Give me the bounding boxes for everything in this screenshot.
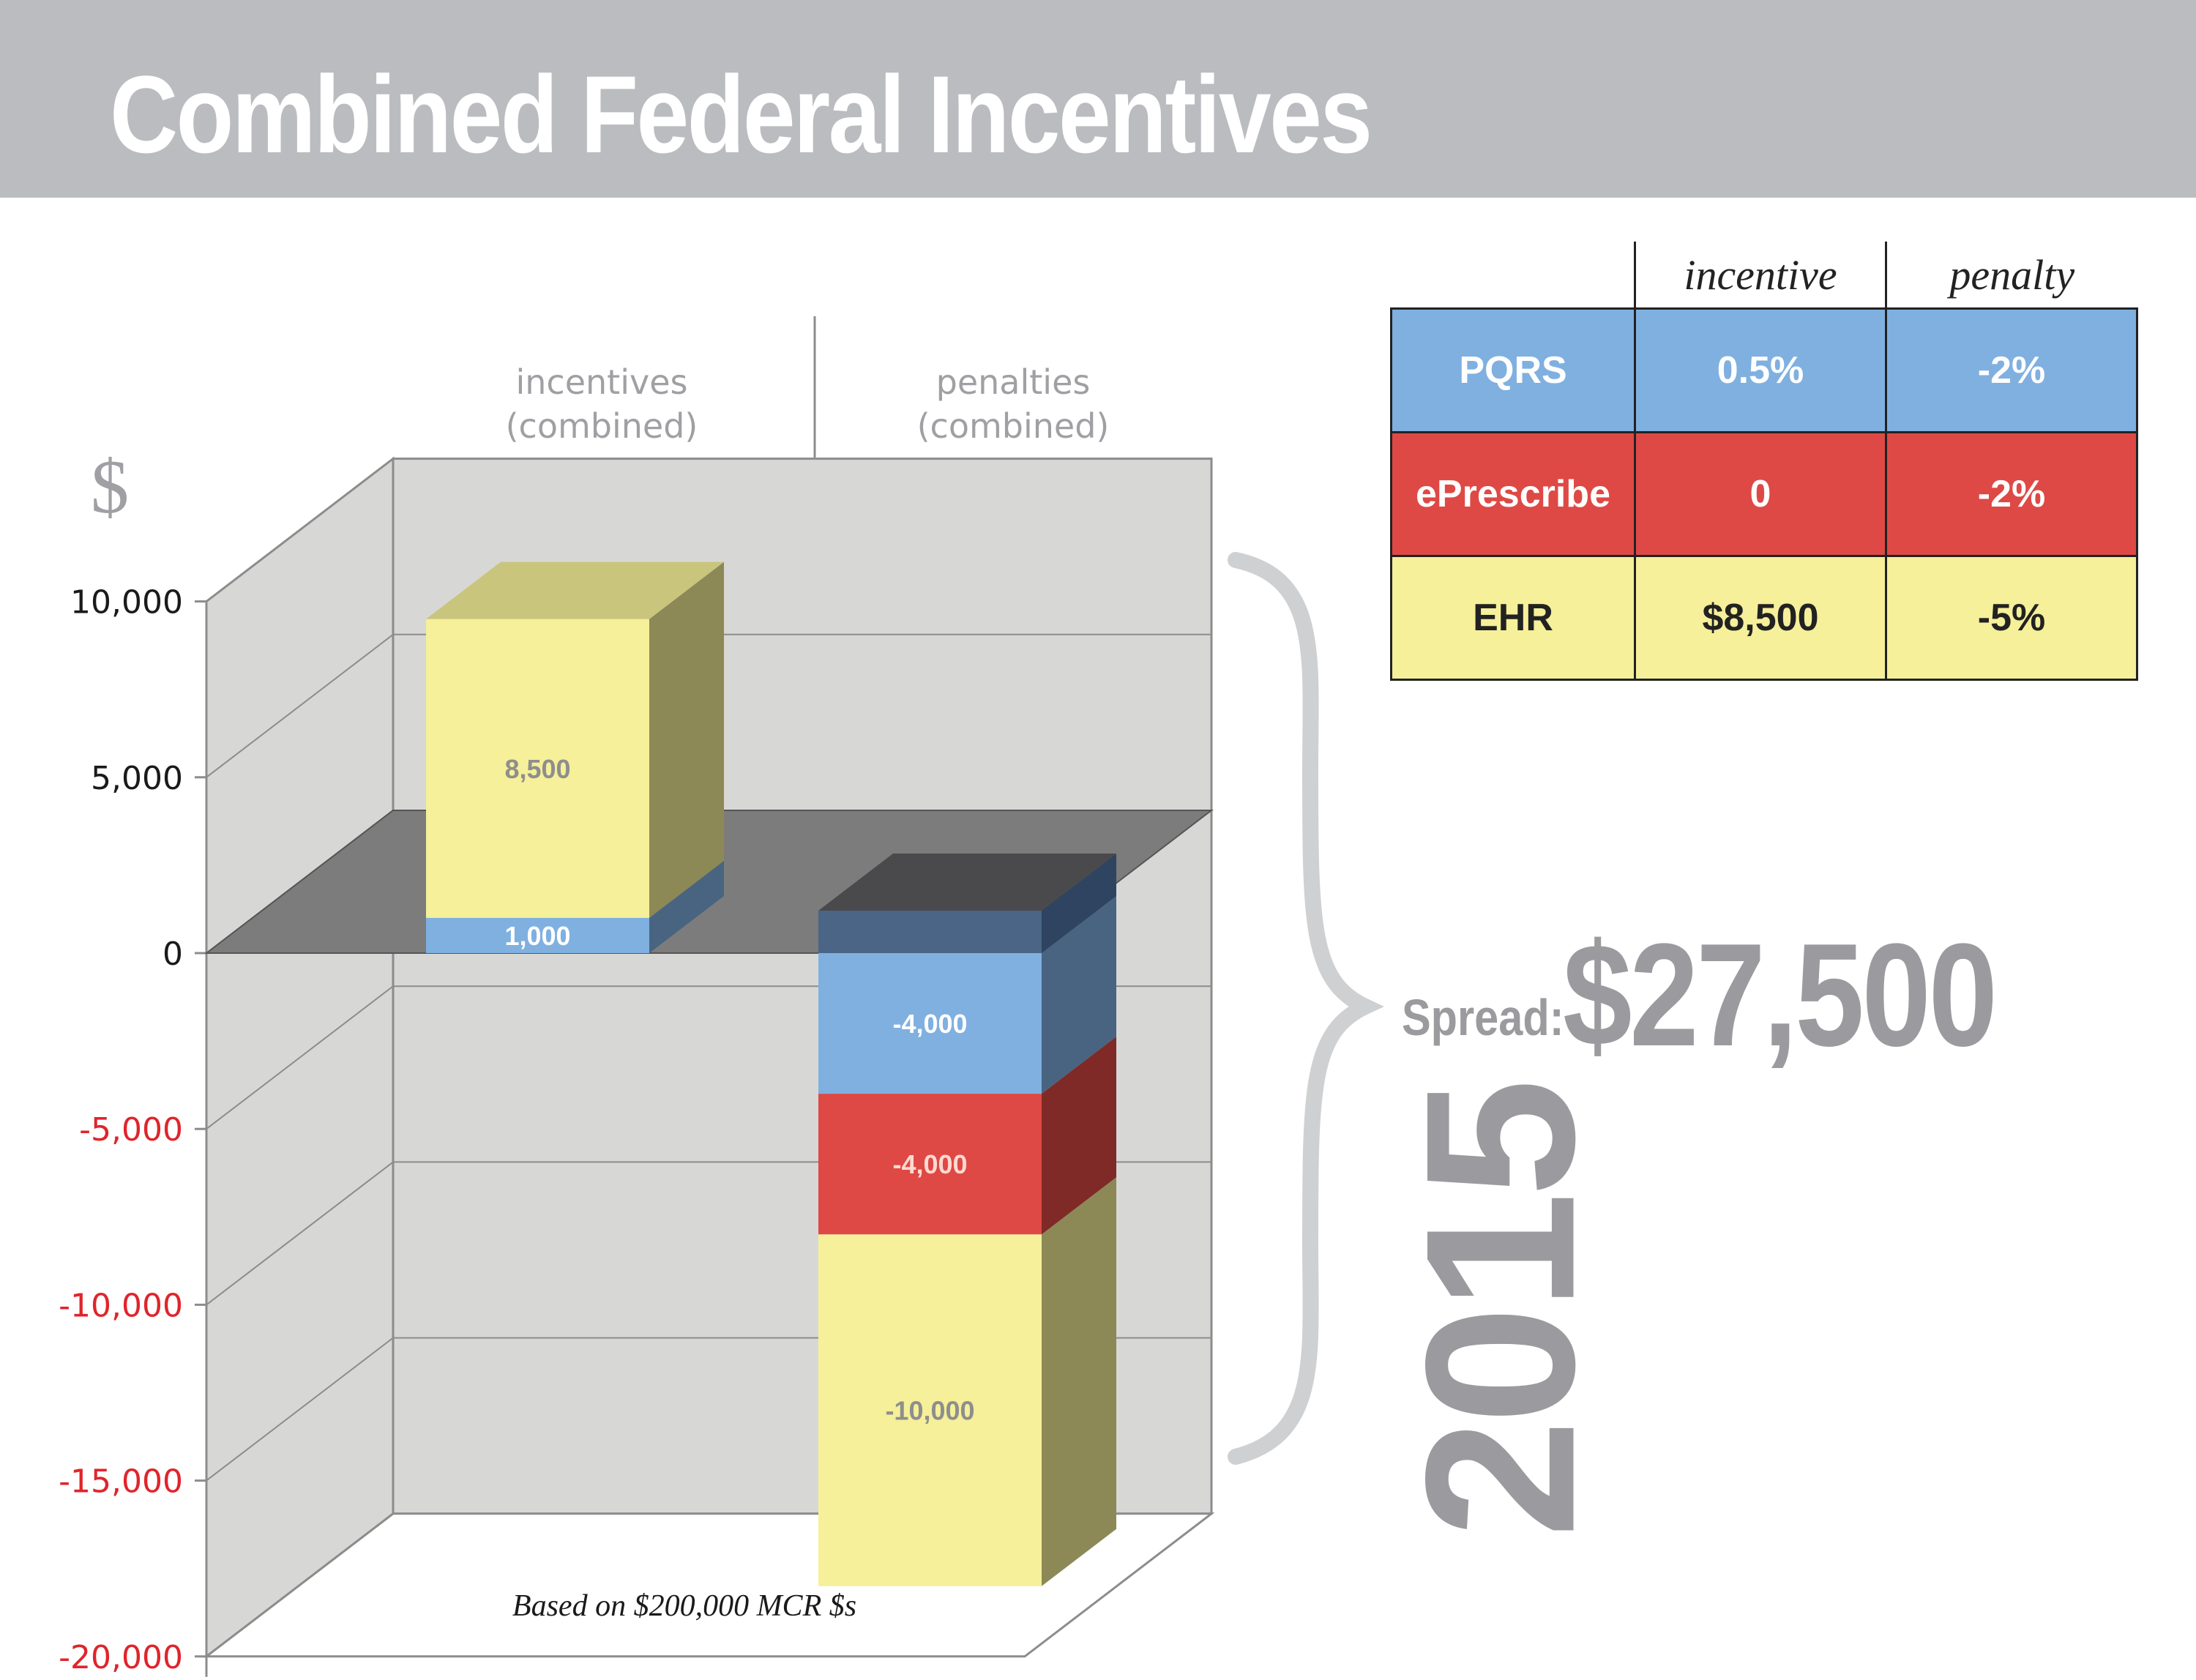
y-tick-label: 5,000 xyxy=(91,760,183,797)
row-name: EHR xyxy=(1390,555,1636,681)
x-category-label: incentives xyxy=(516,362,688,402)
bar-segment xyxy=(426,619,649,918)
incentive-penalty-table: incentive penalty PQRS 0.5% -2% ePrescri… xyxy=(1390,242,2138,681)
row-incentive: $8,500 xyxy=(1634,555,1887,681)
y-tick-label: 10,000 xyxy=(70,584,183,621)
chart-body: 10,000 5,000 0 -5,000 -10,000 -15,000 -20,000 i… xyxy=(59,316,1384,1677)
bar-segment-side xyxy=(649,860,724,953)
row-incentive: 0.5% xyxy=(1634,307,1887,433)
row-penalty: -5% xyxy=(1885,555,2138,681)
curly-brace xyxy=(1228,552,1384,1465)
bar-data-label: 1,000 xyxy=(504,921,570,951)
bar-data-label: -4,000 xyxy=(892,1009,967,1039)
y-tick-label: -5,000 xyxy=(79,1111,183,1149)
bar-data-label: -4,000 xyxy=(892,1149,967,1179)
table-header-incentive: incentive xyxy=(1634,242,1886,309)
table-header-blank xyxy=(1392,242,1635,309)
row-penalty: -2% xyxy=(1885,307,2138,433)
bar-segment xyxy=(818,953,1042,1094)
bar-top-band-side xyxy=(1042,854,1116,953)
table-row: ePrescribe 0 -2% xyxy=(1390,431,2138,557)
bar-top-face xyxy=(818,854,1116,911)
x-category-label: (combined) xyxy=(506,406,698,446)
y-tick-label: -20,000 xyxy=(59,1639,183,1676)
title-bar: Combined Federal Incentives xyxy=(0,0,2196,198)
table-row: EHR $8,500 -5% xyxy=(1390,555,2138,681)
row-name: PQRS xyxy=(1390,307,1636,433)
bar-data-label: 8,500 xyxy=(504,754,570,784)
bar-segment-side xyxy=(1042,896,1116,1094)
table-row: PQRS 0.5% -2% xyxy=(1390,307,2138,433)
y-tick-label: 0 xyxy=(163,936,183,973)
gridline xyxy=(206,633,1211,778)
x-category-label: (combined) xyxy=(917,406,1110,446)
bar-top-band xyxy=(818,911,1042,953)
y-tick-label: -15,000 xyxy=(59,1463,183,1501)
row-incentive: 0 xyxy=(1634,431,1887,557)
year-label: 2015 xyxy=(1381,1083,1619,1538)
bar-segment-side xyxy=(649,561,724,918)
bar-segment xyxy=(426,917,649,953)
bar-segment-side xyxy=(1042,1177,1116,1586)
table-header-penalty: penalty xyxy=(1885,242,2137,309)
row-penalty: -2% xyxy=(1885,431,2138,557)
row-name: ePrescribe xyxy=(1390,431,1636,557)
table-header-row: incentive penalty xyxy=(1392,242,2137,309)
chart-footnote: Based on $200,000 MCR $s xyxy=(512,1589,856,1623)
bar-data-label: -10,000 xyxy=(885,1396,974,1426)
bar-segment xyxy=(818,1234,1042,1586)
bar-segment-side xyxy=(1042,1037,1116,1235)
currency-symbol: $ xyxy=(91,444,130,529)
y-tick-label: -10,000 xyxy=(59,1287,183,1324)
page-title: Combined Federal Incentives xyxy=(110,53,1372,176)
spread-label: Spread: xyxy=(1402,989,1564,1046)
spread-value: $27,500 xyxy=(1563,914,1998,1077)
bar-top-face xyxy=(426,561,724,619)
x-category-label: penalties xyxy=(936,362,1091,402)
bar-segment xyxy=(818,1094,1042,1235)
